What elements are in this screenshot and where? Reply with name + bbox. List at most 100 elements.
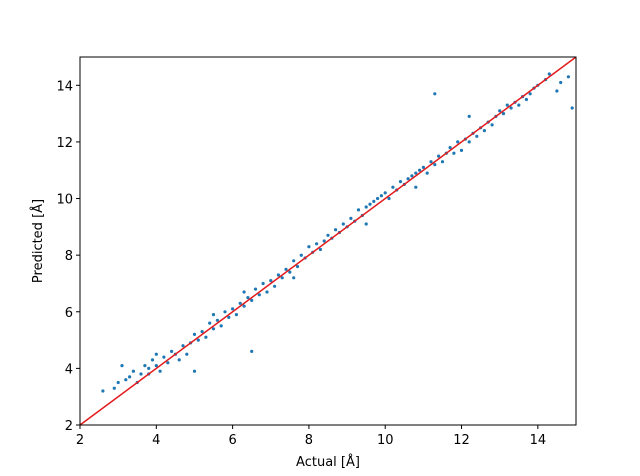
data-point	[334, 228, 338, 232]
data-point	[204, 335, 208, 339]
data-point	[498, 109, 502, 113]
data-point	[555, 89, 559, 93]
data-point	[120, 364, 124, 368]
data-point	[131, 369, 135, 373]
data-point	[467, 140, 471, 144]
data-point	[566, 75, 571, 79]
data-point	[192, 332, 197, 336]
data-point	[166, 361, 170, 365]
data-point	[139, 372, 143, 376]
data-point	[429, 160, 433, 164]
data-point	[231, 307, 235, 311]
data-point	[421, 165, 425, 169]
data-point	[234, 313, 238, 317]
data-point	[292, 276, 296, 280]
data-point	[150, 358, 155, 362]
data-point	[215, 318, 219, 322]
y-axis: 2 4 6 8 10 12 14	[56, 79, 80, 434]
y-tick-label: 2	[65, 419, 73, 434]
data-point	[219, 324, 223, 328]
data-point	[437, 154, 441, 158]
x-tick-label: 14	[530, 433, 547, 448]
data-point	[379, 194, 383, 198]
y-tick-label: 6	[65, 306, 73, 321]
data-point	[440, 160, 445, 164]
y-tick-label: 10	[56, 193, 73, 208]
x-axis: 2 4 6 8 10 12 14	[76, 425, 546, 448]
data-point	[570, 106, 574, 110]
data-point	[208, 321, 212, 325]
data-point	[376, 196, 380, 201]
data-point	[211, 327, 216, 331]
data-point	[257, 293, 261, 297]
data-point	[467, 114, 471, 118]
data-point	[242, 290, 246, 294]
data-point	[238, 301, 242, 305]
data-point	[448, 146, 452, 150]
y-axis-label: Predicted [Å]	[30, 199, 46, 283]
data-point	[372, 199, 376, 203]
data-point	[170, 349, 174, 353]
y-tick-label: 4	[65, 362, 73, 377]
data-point	[273, 284, 277, 288]
data-point	[391, 185, 395, 189]
data-point	[364, 222, 368, 226]
data-point	[490, 123, 494, 127]
data-point	[368, 202, 372, 206]
data-point	[459, 148, 464, 152]
data-point	[341, 222, 345, 226]
data-point	[112, 386, 116, 390]
data-point	[517, 103, 521, 107]
data-point	[124, 378, 128, 382]
data-point	[547, 72, 551, 76]
data-point	[154, 364, 158, 368]
plot-frame	[79, 56, 577, 426]
data-point	[482, 129, 486, 133]
data-point	[158, 369, 162, 373]
data-point	[425, 171, 429, 175]
data-point	[280, 276, 284, 280]
data-point	[456, 140, 460, 144]
data-point	[414, 185, 418, 189]
data-point	[250, 349, 254, 353]
data-point	[250, 298, 254, 302]
data-point	[269, 279, 273, 283]
data-point	[177, 358, 181, 362]
data-point	[185, 352, 189, 356]
data-point	[410, 174, 414, 178]
data-point	[116, 380, 120, 385]
data-point	[242, 304, 246, 308]
data-point	[433, 92, 437, 96]
data-point	[101, 389, 105, 393]
x-axis-label: Actual [Å]	[296, 454, 360, 470]
x-tick-label: 6	[228, 433, 236, 448]
data-point	[128, 375, 132, 379]
data-point	[227, 315, 231, 319]
x-tick-label: 12	[453, 433, 470, 448]
data-point	[200, 330, 204, 334]
data-point	[322, 239, 326, 243]
x-tick-label: 4	[152, 433, 160, 448]
data-point	[223, 310, 227, 314]
data-point	[276, 273, 280, 277]
data-point	[505, 103, 509, 107]
data-point	[261, 281, 265, 286]
data-point	[501, 112, 506, 116]
data-point	[192, 369, 197, 373]
data-point	[398, 180, 403, 184]
data-point	[315, 242, 319, 246]
data-point	[509, 106, 513, 110]
data-point	[383, 191, 387, 195]
y-tick-label: 12	[56, 136, 73, 151]
y-tick-label: 8	[65, 249, 73, 264]
data-point	[452, 151, 456, 155]
data-point	[196, 338, 200, 342]
data-point	[528, 92, 532, 96]
data-point	[475, 134, 479, 138]
data-point	[143, 364, 147, 368]
data-point	[288, 270, 292, 274]
data-point	[414, 171, 418, 175]
data-point	[433, 163, 437, 167]
data-point	[154, 352, 158, 356]
